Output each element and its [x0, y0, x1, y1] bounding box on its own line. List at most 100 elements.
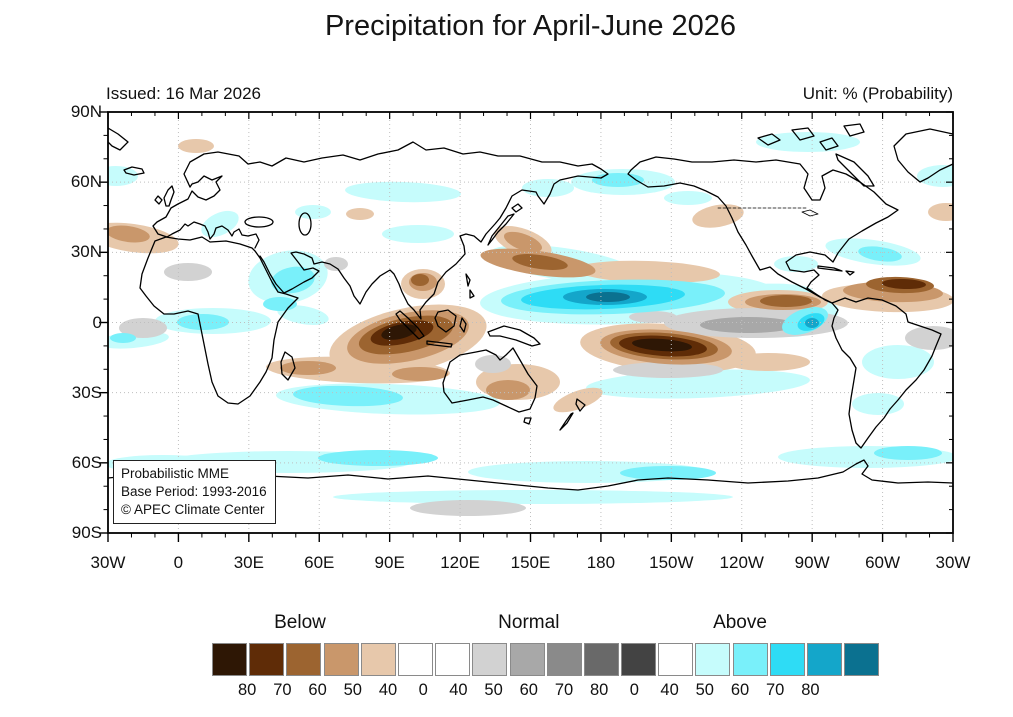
- lat-axis-label: 60S: [71, 452, 102, 472]
- lon-axis-label: 150E: [510, 553, 551, 572]
- colorbar-category-label: Above: [713, 612, 767, 633]
- anomaly-region-above-40: [345, 181, 461, 203]
- issued-date-label: Issued: 16 Mar 2026: [106, 84, 261, 103]
- anomaly-region-above-50: [110, 333, 136, 343]
- coastline-great-lakes: [801, 209, 819, 217]
- coastline-new-zealand: [559, 398, 586, 431]
- anomaly-region-above-40: [664, 191, 712, 205]
- anomaly-region-above-40: [277, 305, 329, 325]
- anomaly-region-above-40: [295, 205, 331, 219]
- colorbar-swatch: [397, 643, 433, 676]
- lat-axis-label: 90S: [71, 523, 102, 542]
- unit-label: Unit: % (Probability): [802, 84, 953, 103]
- lon-axis-label: 150W: [649, 553, 694, 572]
- colorbar-swatch: [249, 643, 285, 676]
- anomaly-region-above-50: [620, 466, 716, 480]
- anomaly-region-below-40: [576, 260, 720, 284]
- anomaly-region-above-50: [858, 246, 902, 262]
- coastline-antarctica: [108, 459, 953, 491]
- colorbar-category-label: Normal: [498, 612, 560, 633]
- anomaly-region-normal-40: [905, 326, 953, 350]
- colorbar-swatch: [732, 643, 768, 676]
- coastline-east-asia: [259, 175, 602, 320]
- lat-axis-label: 90N: [70, 102, 102, 121]
- lon-axis-label: 30W: [90, 553, 126, 572]
- colorbar-value-label: 50: [695, 681, 714, 699]
- colorbar-swatch: [658, 643, 694, 676]
- coastline-africa: [139, 236, 299, 405]
- coastline-japan: [487, 203, 523, 246]
- lat-axis-label: 0: [92, 312, 102, 332]
- info-line-copyright: © APEC Climate Center: [121, 501, 265, 517]
- colorbar-value-label: 40: [449, 681, 468, 699]
- map-canvas: [99, 111, 954, 542]
- anomaly-region-normal-40: [410, 500, 526, 516]
- colorbar-swatch: [546, 643, 582, 676]
- colorbar: [212, 643, 880, 676]
- colorbar-swatch: [509, 643, 545, 676]
- colorbar-swatch: [212, 643, 247, 676]
- lon-axis-label: 60E: [304, 553, 335, 572]
- colorbar-swatch: [583, 643, 619, 676]
- anomaly-region-above-50: [177, 314, 229, 330]
- anomaly-region-below-50: [108, 225, 150, 243]
- coastline-new-guinea: [487, 325, 541, 347]
- info-line-base-period: Base Period: 1993-2016: [121, 483, 267, 499]
- anomaly-region-above-40: [852, 393, 904, 415]
- anomaly-region-above-40: [382, 225, 454, 243]
- anomaly-region-normal-40: [119, 318, 167, 338]
- lon-axis-label: 30E: [233, 553, 264, 572]
- anomaly-region-normal-40: [475, 355, 511, 373]
- coastline-borneo: [434, 309, 457, 333]
- anomaly-region-below-50: [504, 231, 542, 253]
- lon-axis-label: 60W: [865, 553, 901, 572]
- map-frame: [107, 111, 954, 534]
- colorbar-swatch: [323, 643, 359, 676]
- colorbar-swatch: [360, 643, 396, 676]
- coastline-java: [426, 340, 453, 348]
- attribution-box: Probabilistic MME Base Period: 1993-2016…: [113, 460, 276, 525]
- anomaly-region-below-50: [486, 380, 530, 400]
- colorbar-value-label: 60: [519, 681, 538, 699]
- anomaly-region-below-70: [882, 278, 926, 290]
- page-title: Precipitation for April-June 2026: [324, 10, 737, 42]
- coastline-britain: [163, 185, 175, 207]
- lat-axis-label: 30S: [71, 382, 102, 402]
- colorbar-swatch: [695, 643, 731, 676]
- anomaly-region-below-40: [178, 139, 214, 153]
- anomaly-region-above-40: [333, 490, 733, 504]
- coastline-philippines: [465, 273, 475, 299]
- anomaly-region-above-50: [874, 446, 942, 460]
- anomaly-region-above-40: [201, 210, 239, 238]
- anomaly-region-above-80: [586, 292, 630, 302]
- anomaly-region-normal-50: [700, 317, 796, 333]
- lon-axis-label: 90E: [374, 553, 405, 572]
- colorbar-value-label: 80: [590, 681, 609, 699]
- anomaly-region-below-40: [346, 208, 374, 220]
- anomaly-region-above-50: [271, 266, 315, 294]
- coastline-iceland: [123, 166, 145, 176]
- anomaly-region-below-60: [411, 274, 429, 286]
- anomaly-region-below-40: [692, 204, 744, 228]
- coastline-sulawesi: [459, 317, 467, 333]
- colorbar-value-label: 40: [378, 681, 398, 699]
- coastline-madagascar: [280, 351, 296, 381]
- lon-axis-label: 30W: [935, 553, 971, 572]
- lon-axis-label: 120E: [440, 553, 480, 572]
- coastline-black-sea: [244, 216, 274, 228]
- coastline-ireland: [154, 195, 163, 205]
- world-map-plot: 90N 60N 30N 0 30S 60S 90S 30W 0 30E 60E 90E 120E 150…: [71, 102, 971, 572]
- colorbar-value-label: 0: [418, 681, 428, 699]
- coastline-western-europe: [152, 175, 223, 238]
- colorbar-value-label: 60: [308, 681, 327, 699]
- coastline-mediterranean-europe: [166, 221, 260, 249]
- colorbar-swatch: [621, 643, 657, 676]
- colorbar-value-label: 50: [343, 681, 362, 699]
- anomaly-region-below-80: [632, 338, 692, 352]
- colorbar-value-label: 70: [273, 681, 292, 699]
- lon-axis-label: 90W: [794, 553, 830, 572]
- coastline-caspian-sea: [298, 212, 312, 236]
- coastline-tasmania: [523, 417, 532, 425]
- anomaly-region-normal-40: [613, 362, 723, 378]
